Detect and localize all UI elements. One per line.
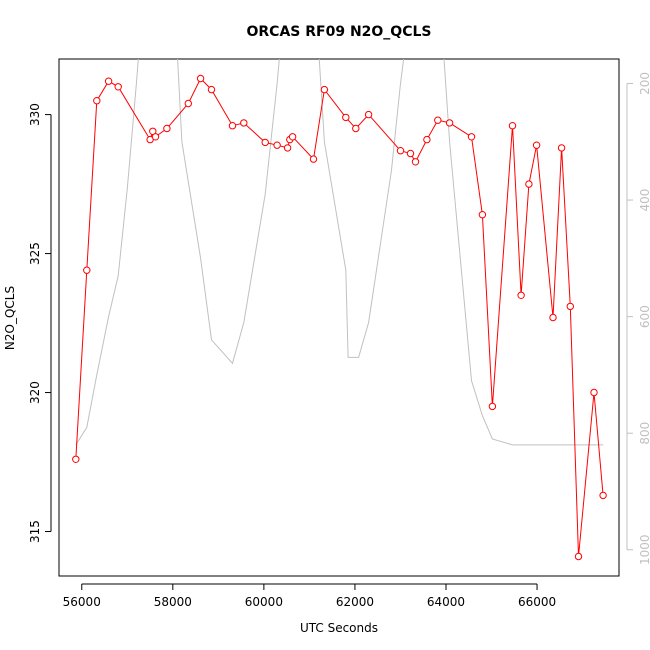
data-point (478, 211, 487, 219)
y-axis-right: 200 400 600 800 1000 (626, 72, 650, 565)
data-point (72, 455, 80, 463)
y-tick-label: 325 (28, 242, 42, 265)
data-point (445, 119, 454, 127)
data-point (163, 124, 171, 133)
y-tick-label: 330 (28, 103, 42, 126)
y-axis-left: 315 320 325 330 (28, 103, 52, 543)
x-tick-label: 64000 (427, 595, 465, 609)
data-point (364, 110, 373, 119)
data-point (309, 155, 318, 163)
data-point (273, 141, 281, 149)
data-point (467, 133, 476, 141)
data-point (599, 491, 607, 500)
data-point (320, 85, 329, 94)
y2-tick-label: 200 (638, 72, 650, 95)
x-axis-label: UTC Seconds (300, 621, 378, 635)
secondary-series-line (75, 59, 604, 446)
data-point (283, 144, 292, 152)
data-point (261, 138, 269, 147)
data-point (288, 133, 297, 141)
data-point (352, 124, 360, 133)
primary-series-line (75, 77, 604, 557)
data-point (590, 388, 598, 397)
data-point (557, 144, 566, 152)
data-point (411, 158, 420, 166)
data-point (342, 113, 350, 122)
primary-series-layer (72, 74, 607, 561)
data-point (406, 149, 415, 158)
y2-tick-label: 1000 (638, 534, 650, 565)
data-point (488, 402, 497, 411)
data-point (93, 97, 101, 105)
data-point (228, 122, 237, 130)
data-point (423, 135, 431, 144)
data-point (207, 85, 216, 94)
plot-frame (58, 58, 620, 577)
data-point (83, 266, 91, 274)
y-axis-label: N2O_QCLS (3, 286, 17, 350)
data-point (517, 291, 525, 299)
data-point (114, 83, 122, 91)
x-tick-label: 60000 (245, 595, 283, 609)
data-point (396, 147, 405, 155)
data-point (184, 99, 193, 108)
x-tick-label: 58000 (154, 595, 192, 609)
data-point (434, 116, 442, 124)
data-point (151, 133, 160, 141)
y2-tick-label: 400 (638, 189, 650, 212)
secondary-series-layer (75, 59, 604, 446)
data-point (508, 122, 517, 130)
x-tick-label: 66000 (518, 595, 556, 609)
data-point (104, 77, 113, 85)
chart-title: ORCAS RF09 N2O_QCLS (247, 24, 432, 40)
x-tick-label: 62000 (336, 595, 374, 609)
data-point (566, 302, 574, 311)
y2-tick-label: 800 (638, 422, 650, 445)
data-point (196, 74, 205, 83)
data-point (525, 180, 533, 188)
data-point (532, 141, 541, 149)
data-point (574, 552, 583, 561)
y-tick-label: 315 (28, 520, 42, 543)
data-point (240, 119, 248, 127)
y-tick-label: 320 (28, 381, 42, 404)
x-axis: 56000 58000 60000 62000 64000 66000 (63, 583, 556, 609)
y2-tick-label: 600 (638, 305, 650, 328)
data-point (549, 313, 557, 322)
x-tick-label: 56000 (63, 595, 101, 609)
